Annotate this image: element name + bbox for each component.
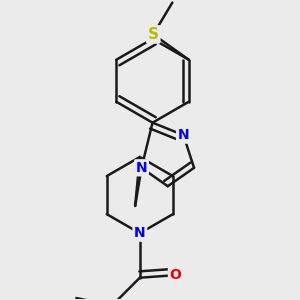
Text: N: N: [178, 128, 189, 142]
Text: N: N: [136, 161, 147, 175]
Text: S: S: [148, 27, 159, 42]
Text: N: N: [134, 226, 146, 240]
Text: O: O: [169, 268, 181, 282]
